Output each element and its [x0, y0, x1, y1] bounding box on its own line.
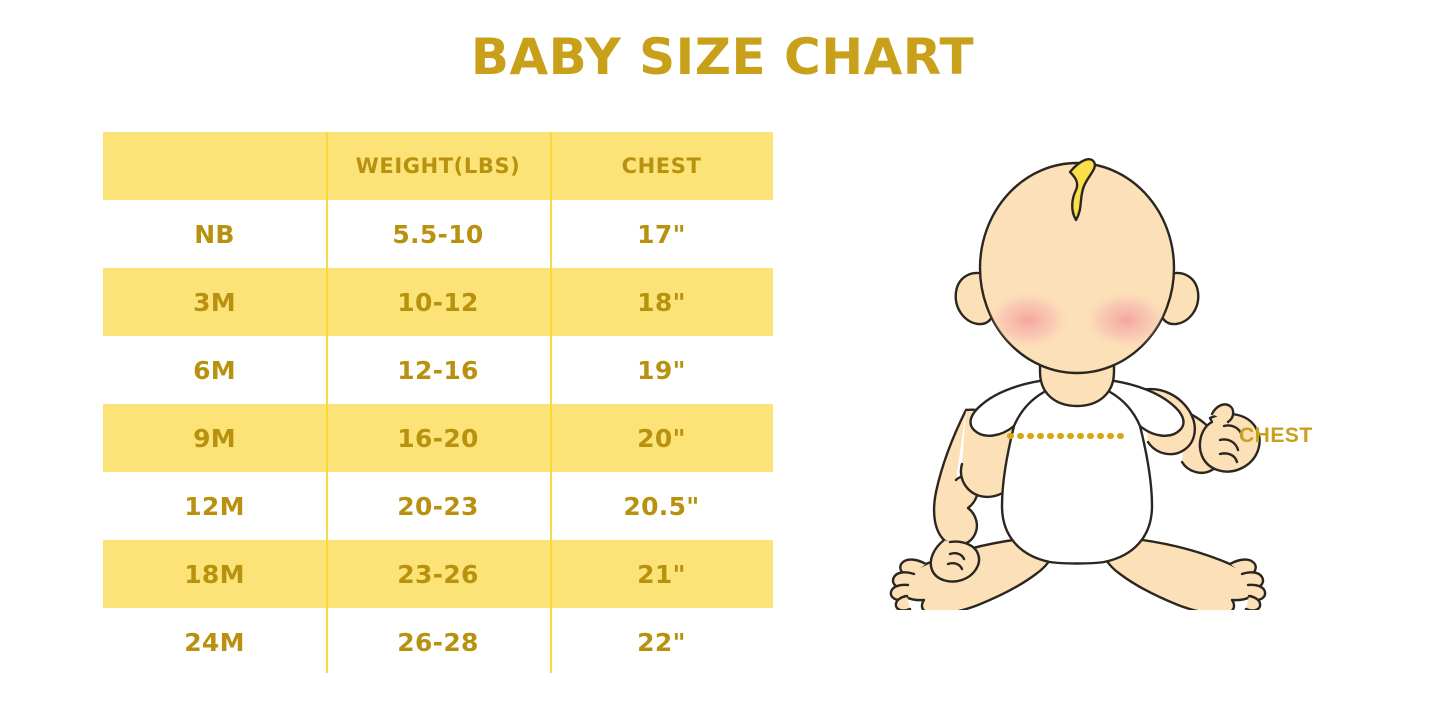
cell-chest: 20"	[550, 404, 773, 472]
table-column-divider-2	[550, 132, 552, 673]
column-header-size	[103, 132, 326, 200]
baby-illustration	[880, 150, 1280, 610]
cell-weight: 16-20	[326, 404, 550, 472]
baby-right-leg	[1101, 536, 1267, 610]
baby-left-leg	[889, 536, 1055, 610]
cell-weight: 26-28	[326, 608, 550, 676]
table-row: 24M 26-28 22"	[103, 608, 773, 676]
cell-chest: 22"	[550, 608, 773, 676]
cell-chest: 18"	[550, 268, 773, 336]
baby-right-arm	[1140, 387, 1261, 474]
cell-size: NB	[103, 200, 326, 268]
column-header-chest: CHEST	[550, 132, 773, 200]
page-title: BABY SIZE CHART	[470, 28, 975, 86]
baby-hair-curl	[1068, 158, 1097, 222]
baby-right-cheek	[1082, 290, 1170, 350]
cell-size: 3M	[103, 268, 326, 336]
cell-weight: 23-26	[326, 540, 550, 608]
table-column-divider-1	[326, 132, 328, 673]
cell-chest: 19"	[550, 336, 773, 404]
table-row: 6M 12-16 19"	[103, 336, 773, 404]
cell-size: 9M	[103, 404, 326, 472]
baby-left-cheek	[984, 290, 1072, 350]
table-body: NB 5.5-10 17" 3M 10-12 18" 6M 12-16 19" …	[103, 200, 773, 676]
cell-size: 12M	[103, 472, 326, 540]
cell-size: 6M	[103, 336, 326, 404]
table-row: 3M 10-12 18"	[103, 268, 773, 336]
cell-chest: 17"	[550, 200, 773, 268]
cell-size: 18M	[103, 540, 326, 608]
table-row: 12M 20-23 20.5"	[103, 472, 773, 540]
cell-weight: 10-12	[326, 268, 550, 336]
cell-chest: 21"	[550, 540, 773, 608]
table-header-row: WEIGHT(LBS) CHEST	[103, 132, 773, 200]
cell-chest: 20.5"	[550, 472, 773, 540]
cell-weight: 12-16	[326, 336, 550, 404]
chest-measurement-label: CHEST	[1239, 424, 1313, 447]
table-row: 9M 16-20 20"	[103, 404, 773, 472]
size-chart-table: WEIGHT(LBS) CHEST NB 5.5-10 17" 3M 10-12…	[103, 132, 773, 676]
cell-weight: 5.5-10	[326, 200, 550, 268]
table-row: NB 5.5-10 17"	[103, 200, 773, 268]
table-row: 18M 23-26 21"	[103, 540, 773, 608]
column-header-weight: WEIGHT(LBS)	[326, 132, 550, 200]
cell-weight: 20-23	[326, 472, 550, 540]
cell-size: 24M	[103, 608, 326, 676]
